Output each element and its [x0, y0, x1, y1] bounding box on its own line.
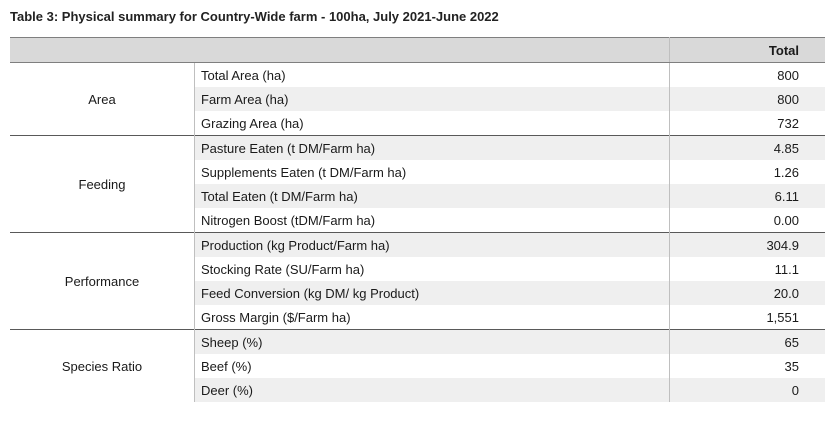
row-label: Pasture Eaten (t DM/Farm ha) — [194, 135, 670, 160]
table-row: Species Ratio Sheep (%) 65 — [10, 329, 825, 402]
row-label: Stocking Rate (SU/Farm ha) — [194, 257, 670, 281]
group-label: Feeding — [10, 135, 195, 233]
group-label: Species Ratio — [10, 329, 195, 402]
row-value: 65 — [669, 329, 825, 354]
row-value: 800 — [669, 62, 825, 87]
table-row: Feed Conversion (kg DM/ kg Product) 20.0 — [10, 281, 825, 305]
table-row: Gross Margin ($/Farm ha) 1,551 — [10, 305, 825, 330]
row-label: Farm Area (ha) — [194, 87, 670, 111]
row-value: 6.11 — [669, 184, 825, 208]
header-blank — [10, 37, 670, 63]
header-cell: Total — [669, 37, 825, 63]
row-label: Gross Margin ($/Farm ha) — [194, 305, 670, 330]
row-label: Nitrogen Boost (tDM/Farm ha) — [194, 208, 670, 233]
header-row: Total — [10, 37, 825, 63]
row-value: 35 — [784, 358, 799, 374]
row-value: 732 — [777, 115, 799, 131]
row-label: Beef (%) — [194, 354, 670, 378]
row-value: 0.00 — [773, 212, 799, 228]
row-value: 1.26 — [773, 164, 799, 180]
summary-table: Total Area Total Area (ha) 800 Farm Area (h… — [10, 37, 825, 402]
table-row: Total Eaten (t DM/Farm ha) 6.11 — [10, 184, 825, 208]
row-value: 4.85 — [669, 135, 825, 160]
table-row: Nitrogen Boost (tDM/Farm ha) 0.00 — [10, 208, 825, 233]
group-label: Area — [10, 62, 195, 136]
row-label: Total Area (ha) — [194, 62, 670, 87]
table-row: Feeding Pasture Eaten (t DM/Farm ha) 4.85 — [10, 135, 825, 233]
row-label: Feed Conversion (kg DM/ kg Product) — [194, 281, 670, 305]
row-label: Production (kg Product/Farm ha) — [194, 232, 670, 257]
table-row: Area Total Area (ha) 800 — [10, 62, 825, 136]
row-label: Supplements Eaten (t DM/Farm ha) — [194, 160, 670, 184]
table-row: Performance Production (kg Product/Farm h… — [10, 232, 825, 330]
row-value: 20.0 — [669, 281, 825, 305]
table-row: Supplements Eaten (t DM/Farm ha) 1.26 — [10, 160, 825, 184]
row-label: Total Eaten (t DM/Farm ha) — [194, 184, 670, 208]
table-row: Grazing Area (ha) 732 — [10, 111, 825, 136]
row-value: 800 — [669, 87, 825, 111]
table-title: Table 3: Physical summary for Country-Wi… — [10, 9, 499, 24]
table-row: Beef (%) 35 — [10, 354, 825, 378]
row-value: 1,551 — [766, 309, 799, 325]
row-value: 11.1 — [774, 261, 799, 277]
table-body: Area Total Area (ha) 800 Farm Area (ha) 800 G… — [10, 62, 825, 402]
table-row: Deer (%) 0 — [10, 378, 825, 402]
row-label: Deer (%) — [194, 378, 670, 402]
group-label: Performance — [10, 232, 195, 330]
row-label: Sheep (%) — [194, 329, 670, 354]
row-label: Grazing Area (ha) — [194, 111, 670, 136]
row-value: 304.9 — [669, 232, 825, 257]
row-value: 0 — [669, 378, 825, 402]
table-row: Farm Area (ha) 800 — [10, 87, 825, 111]
table-row: Stocking Rate (SU/Farm ha) 11.1 — [10, 257, 825, 281]
